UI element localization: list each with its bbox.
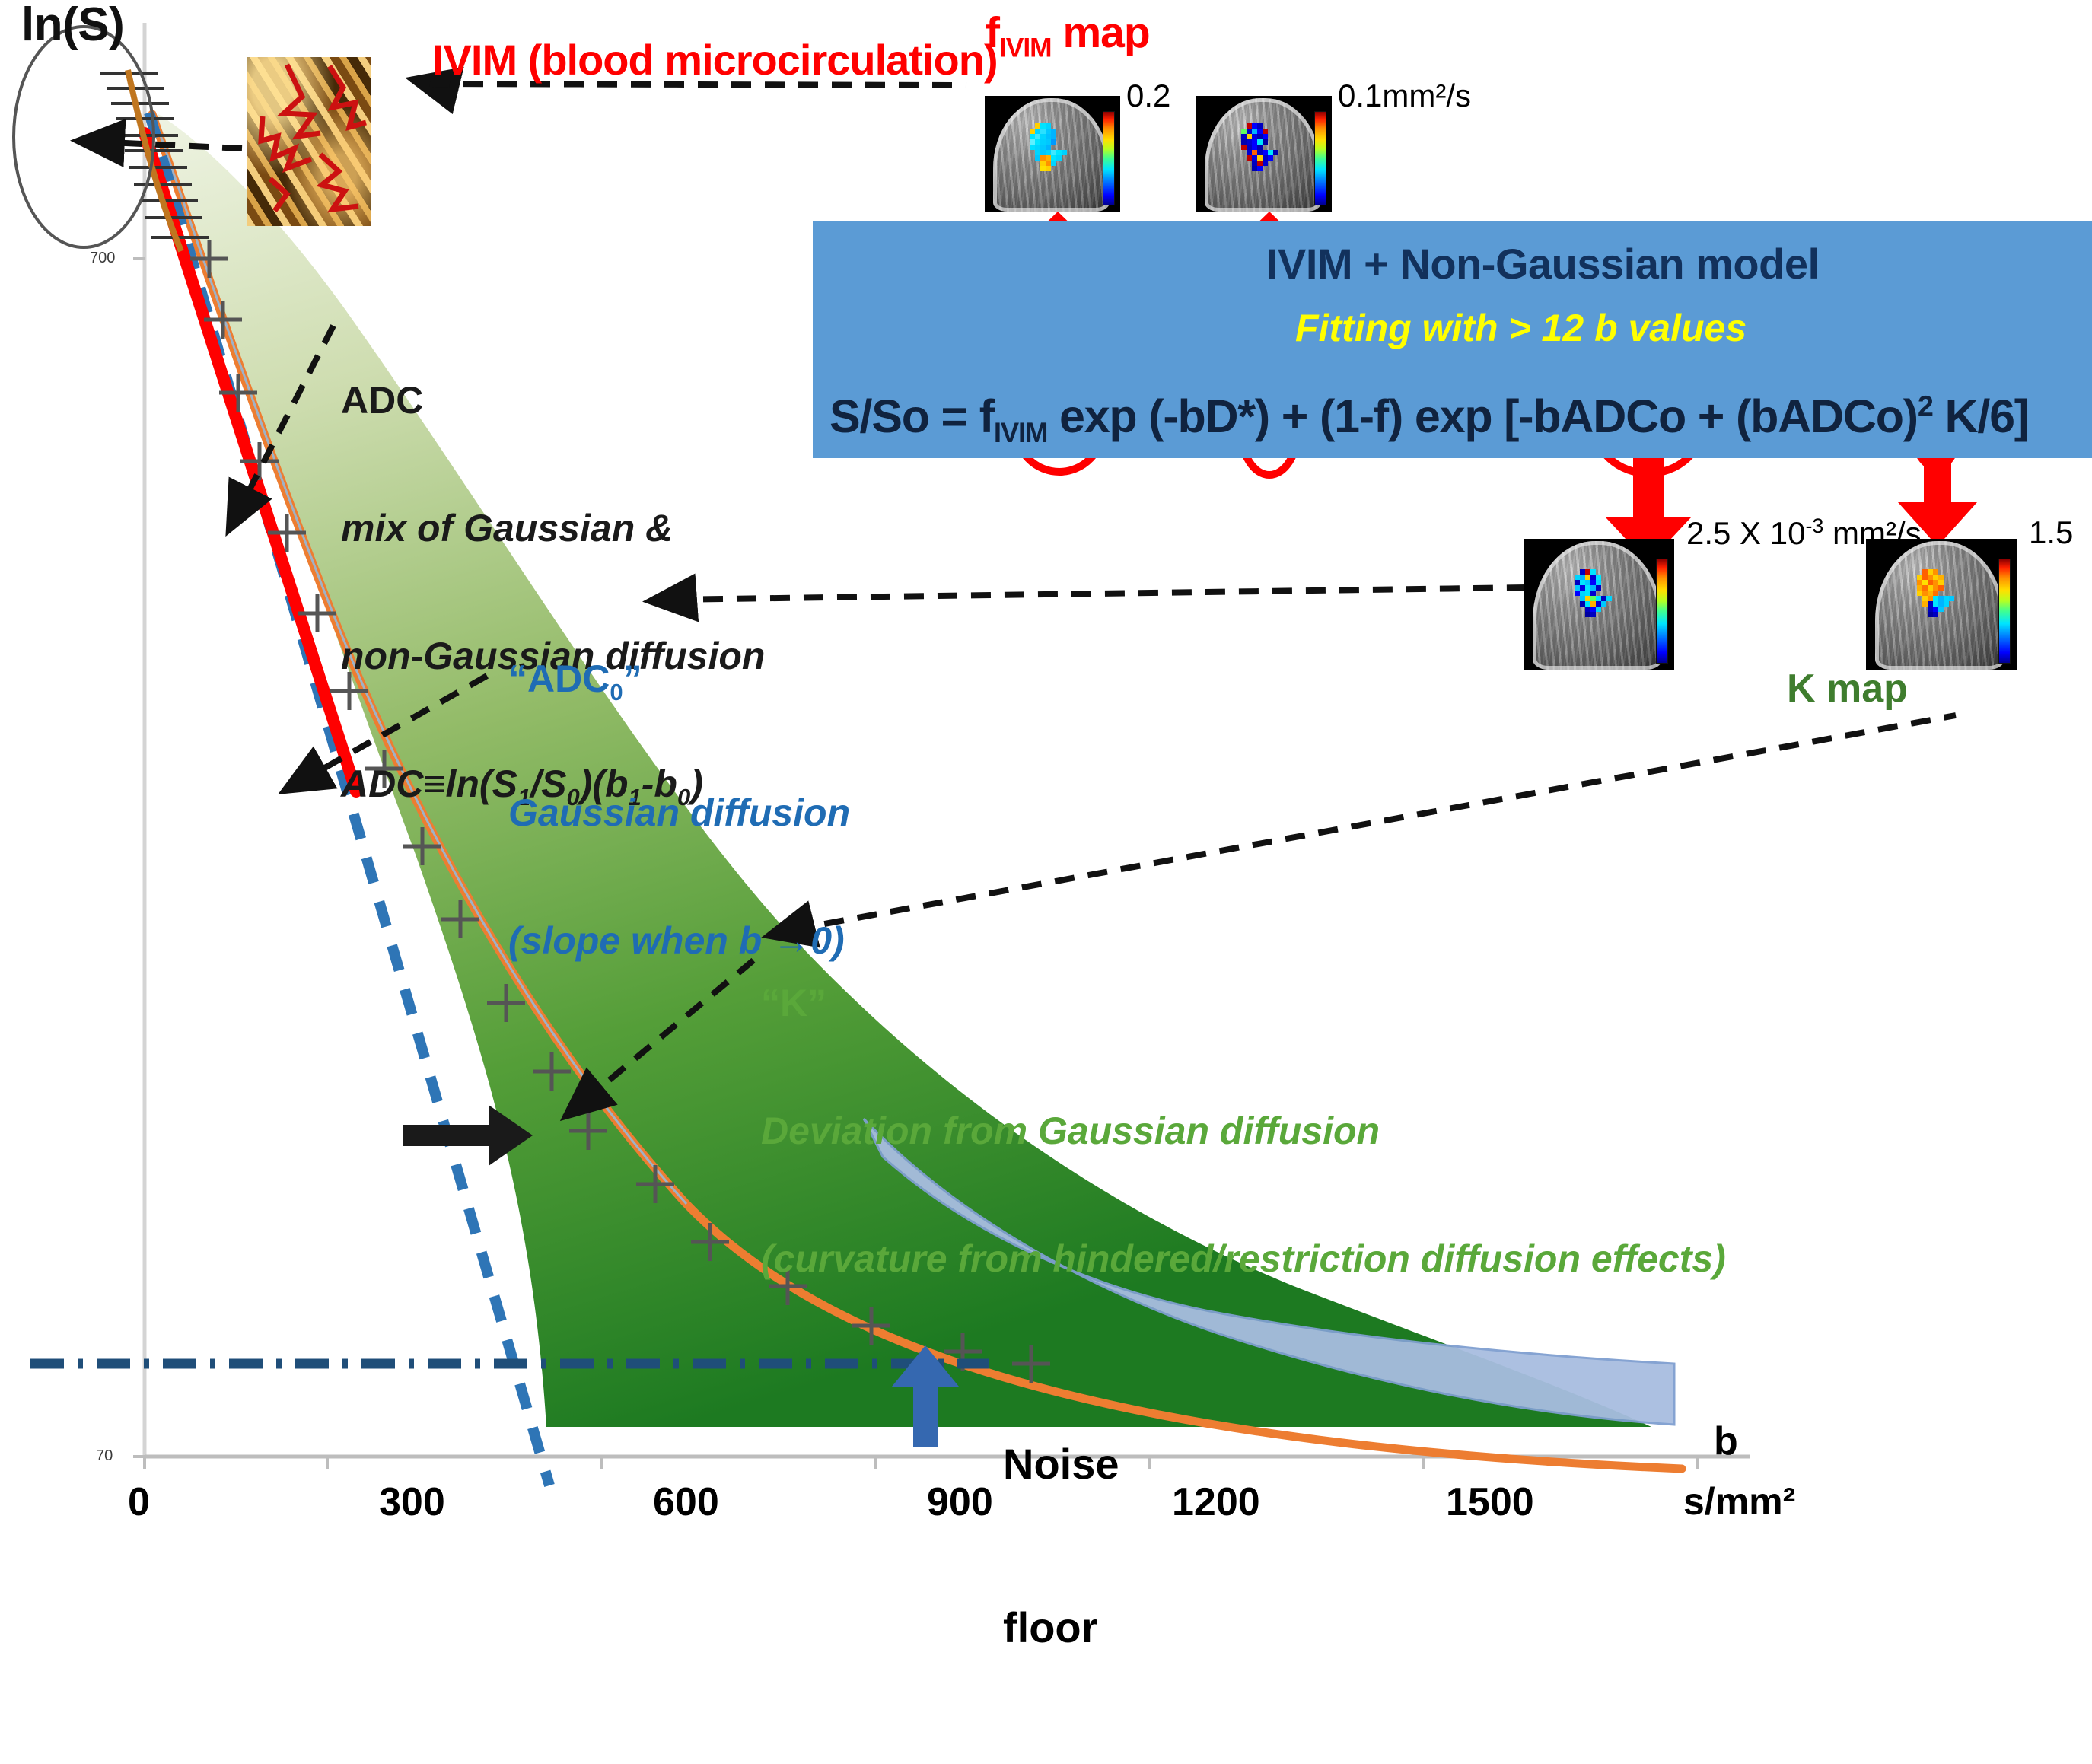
adc0-colorbar bbox=[1656, 559, 1668, 664]
k-map-label: K map bbox=[1787, 667, 1908, 711]
x-axis-units: s/mm² bbox=[1683, 1480, 1796, 1523]
x-axis-label-b: b bbox=[1714, 1419, 1738, 1463]
dstar-colorbar-max: 0.1mm²/s bbox=[1338, 78, 1472, 113]
kappa-line-3: (curvature from hindered/restriction dif… bbox=[761, 1237, 1726, 1280]
adc-formula: ADC≡ln(S1/S0)(b1-b0) bbox=[341, 763, 703, 810]
y-tick-70: 70 bbox=[96, 1447, 113, 1464]
signal-decay-plot bbox=[12, 23, 1977, 1487]
adc-line-1: ADC bbox=[341, 379, 424, 422]
measured-data-markers bbox=[190, 240, 1050, 1383]
noise-floor-arrow-icon bbox=[892, 1345, 959, 1447]
fivim-colorbar bbox=[1103, 111, 1115, 205]
adc-line-2: mix of Gaussian & bbox=[341, 507, 673, 549]
noise-floor-line-2: floor bbox=[1003, 1603, 1098, 1652]
adc-line-3: non-Gaussian diffusion bbox=[341, 635, 766, 677]
ivim-nongaussian-model-panel: IVIM + Non-Gaussian model Fitting with >… bbox=[813, 221, 2092, 458]
x-tick-1500: 1500 bbox=[1446, 1480, 1534, 1524]
adc0-line-3: (slope when b →0) bbox=[508, 919, 845, 962]
adc0-annotation-block: “ADC0” Gaussian diffusion (slope when b … bbox=[508, 572, 850, 1047]
fivim-map-title: fIVIM map bbox=[986, 8, 1151, 63]
k-region-arrow-icon bbox=[403, 1105, 533, 1166]
ivim-highlight-ellipse bbox=[12, 25, 155, 249]
model-panel-title: IVIM + Non-Gaussian model bbox=[1266, 240, 1820, 288]
tumor-roi-overlay bbox=[1913, 569, 1965, 629]
leader-lines bbox=[70, 66, 1957, 1122]
adc0-title: “ADC0” bbox=[508, 658, 642, 705]
tumor-roi-overlay bbox=[1237, 123, 1285, 177]
y-axis-label: ln(S) bbox=[21, 0, 125, 51]
k-deviation-shaded-region bbox=[152, 114, 1651, 1427]
noise-floor-label: Noise floor bbox=[1003, 1328, 1119, 1764]
kappa-line-2: Deviation from Gaussian diffusion bbox=[761, 1110, 1380, 1152]
kappa-annotation-block: “K” Deviation from Gaussian diffusion (c… bbox=[761, 896, 1726, 1365]
model-panel-subtitle: Fitting with > 12 b values bbox=[1295, 307, 1747, 349]
blood-microcirculation-image bbox=[247, 57, 371, 226]
x-tick-900: 900 bbox=[927, 1480, 993, 1524]
dstar-colorbar bbox=[1314, 111, 1326, 205]
tumor-roi-overlay bbox=[1026, 123, 1073, 177]
adc0-parametric-map bbox=[1524, 539, 1674, 670]
signal-curve-outline bbox=[152, 115, 688, 1205]
ivim-steep-decay-line bbox=[125, 69, 184, 253]
adc0-line-2: Gaussian diffusion bbox=[508, 791, 851, 834]
k-colorbar-max: 1.5 bbox=[2029, 514, 2074, 550]
noise-floor-shaded-region bbox=[862, 1117, 1676, 1426]
k-parametric-map bbox=[1866, 539, 2017, 670]
x-tick-300: 300 bbox=[379, 1480, 445, 1524]
dstar-parametric-map bbox=[1196, 96, 1332, 212]
y-tick-700: 700 bbox=[90, 250, 116, 266]
x-tick-1200: 1200 bbox=[1172, 1480, 1260, 1524]
x-tick-0: 0 bbox=[128, 1480, 150, 1524]
adc-annotation-block: ADC mix of Gaussian & non-Gaussian diffu… bbox=[341, 294, 765, 896]
fivim-parametric-map bbox=[985, 96, 1120, 212]
k-colorbar bbox=[1998, 559, 2011, 664]
noise-floor-line-1: Noise bbox=[1003, 1440, 1119, 1489]
fivim-colorbar-max: 0.2 bbox=[1126, 78, 1171, 113]
ivim-title-label: IVIM (blood microcirculation) bbox=[432, 36, 998, 84]
figure-canvas: ln(S) 700 70 0 300 600 900 1200 1500 b s… bbox=[12, 0, 2092, 1651]
model-equation: S/So = fIVIM exp (-bD*) + (1-f) exp [-bA… bbox=[829, 390, 2030, 449]
kappa-title: “K” bbox=[761, 982, 827, 1024]
x-tick-600: 600 bbox=[653, 1480, 719, 1524]
tumor-roi-overlay bbox=[1571, 569, 1622, 629]
